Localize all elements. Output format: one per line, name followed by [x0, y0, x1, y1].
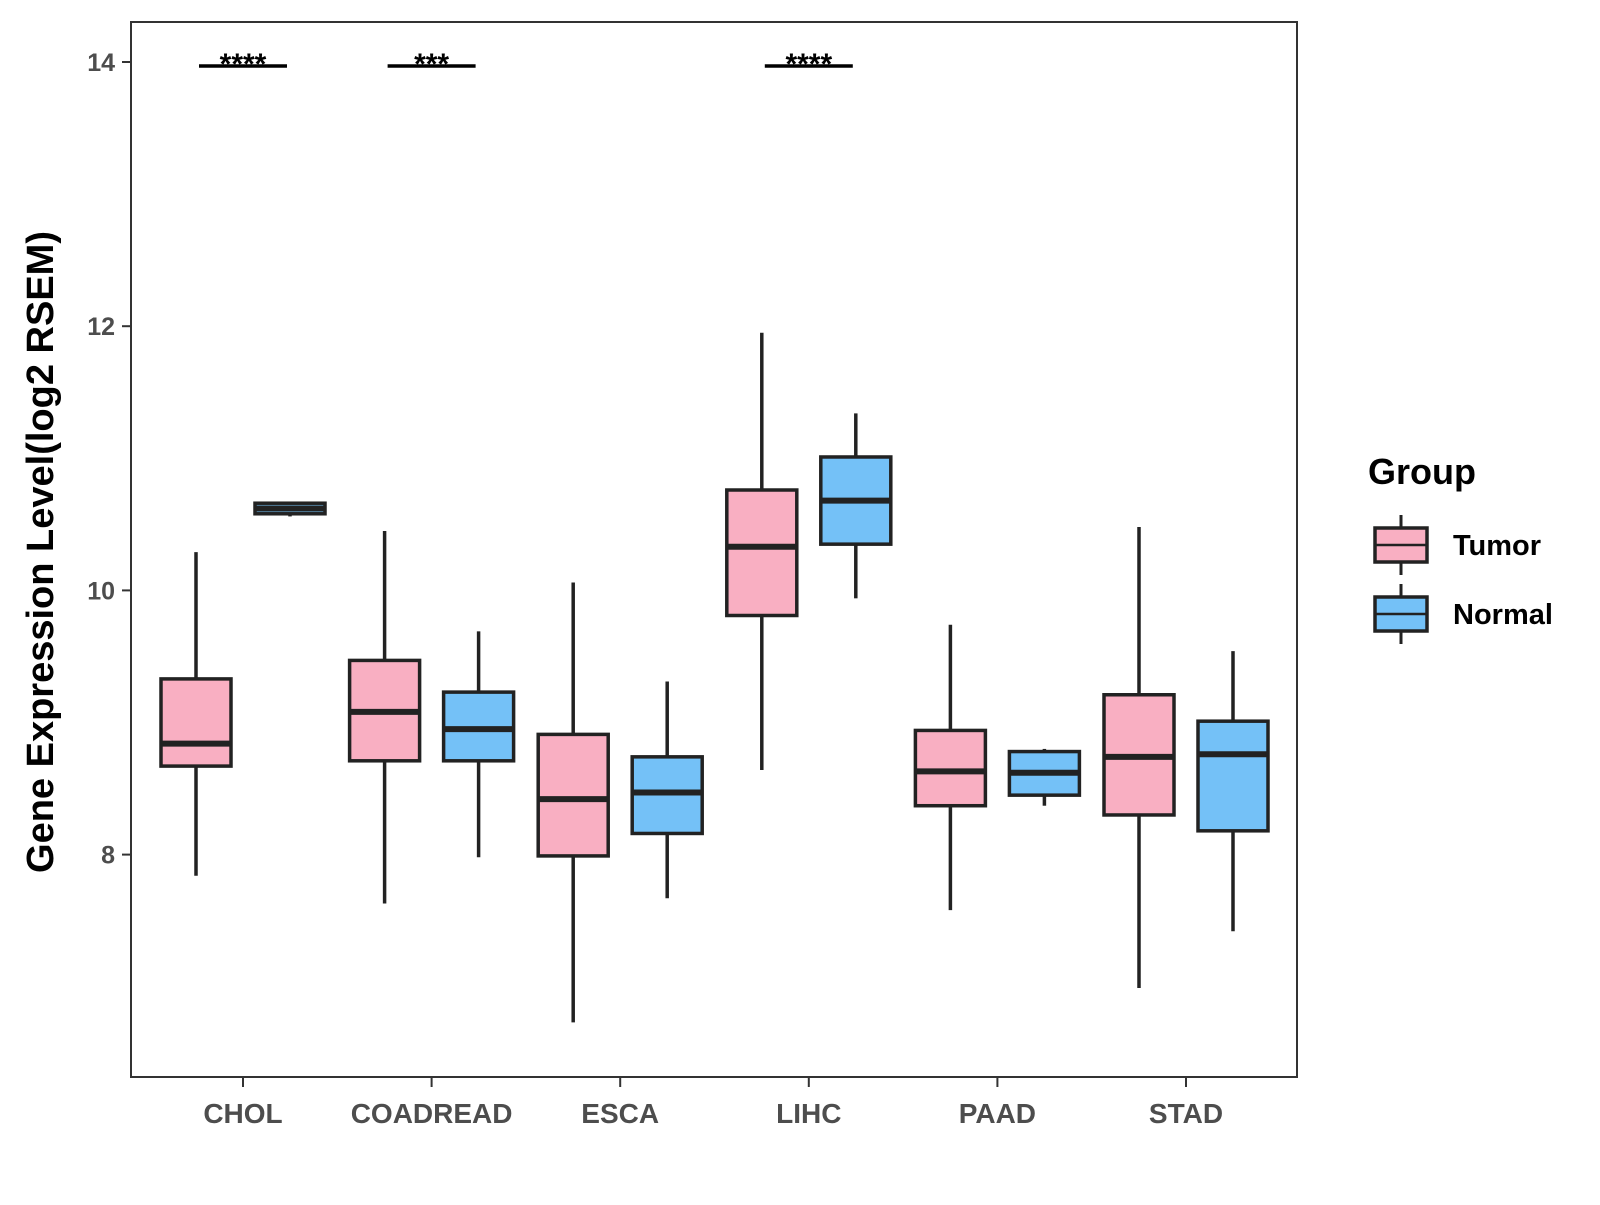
significance-annotation-chol: **** — [199, 48, 287, 81]
y-axis-title: Gene Expression Level(log2 RSEM) — [20, 231, 62, 873]
box-normal-stad — [1196, 651, 1270, 932]
x-tick-label-chol: CHOL — [203, 1098, 282, 1129]
box-tumor-stad — [1102, 526, 1176, 989]
box-normal-paad — [1007, 748, 1082, 806]
box-body — [536, 732, 610, 858]
legend-title: Group — [1368, 451, 1476, 492]
x-tick-label-esca: ESCA — [581, 1098, 659, 1129]
significance-label: *** — [414, 48, 449, 81]
box-body — [1196, 719, 1270, 833]
box-tumor-coadread — [347, 530, 422, 904]
significance-label: **** — [220, 48, 267, 81]
significance-label: **** — [785, 48, 832, 81]
box-normal-chol — [253, 501, 327, 517]
box-tumor-chol — [159, 552, 233, 876]
box-body — [725, 488, 799, 618]
legend-label-normal: Normal — [1453, 599, 1553, 631]
legend-item-normal: Normal — [1373, 584, 1553, 644]
box-body — [913, 728, 988, 808]
box-body — [159, 677, 233, 768]
box-tumor-paad — [913, 624, 988, 911]
x-tick-label-coadread: COADREAD — [351, 1098, 513, 1129]
legend-items: Tumor Normal — [1373, 515, 1553, 644]
y-tick-label: 12 — [87, 313, 115, 341]
y-tick-label: 14 — [87, 49, 115, 77]
x-tick-label-lihc: LIHC — [776, 1098, 841, 1129]
box-normal-coadread — [441, 631, 516, 858]
box-tumor-esca — [536, 582, 610, 1023]
y-tick-label: 10 — [87, 577, 115, 605]
box-normal-esca — [630, 681, 704, 899]
plot-layer: **** *** **** — [130, 21, 1298, 1078]
x-tick-label-stad: STAD — [1149, 1098, 1223, 1129]
box-normal-lihc — [819, 413, 893, 599]
x-tick-label-paad: PAAD — [959, 1098, 1036, 1129]
legend-item-tumor: Tumor — [1373, 515, 1541, 575]
significance-annotation-coadread: *** — [387, 48, 476, 81]
legend: Group Tumor Normal — [1368, 451, 1553, 644]
significance-annotation-lihc: **** — [764, 48, 853, 81]
y-tick-label: 8 — [101, 842, 115, 870]
legend-label-tumor: Tumor — [1453, 530, 1541, 562]
box-tumor-lihc — [725, 332, 799, 771]
plot-panel-border — [130, 21, 1298, 1078]
axis-layer: 8 10 12 14 CHOL COADREAD ESCA LIHC PAAD STAD — [87, 49, 1223, 1129]
